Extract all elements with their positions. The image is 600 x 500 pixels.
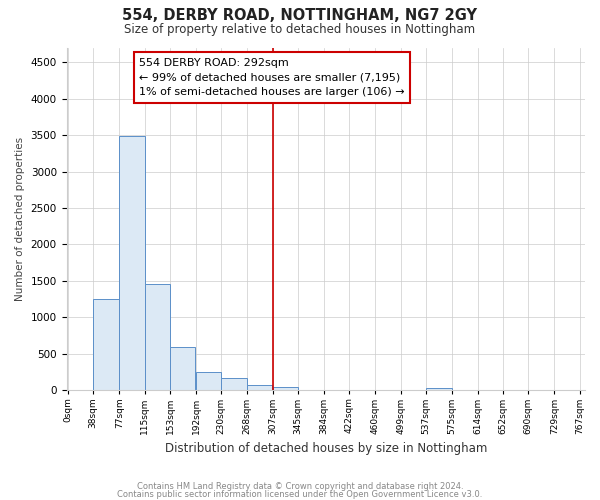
Text: Contains HM Land Registry data © Crown copyright and database right 2024.: Contains HM Land Registry data © Crown c… <box>137 482 463 491</box>
Text: 554 DERBY ROAD: 292sqm
← 99% of detached houses are smaller (7,195)
1% of semi-d: 554 DERBY ROAD: 292sqm ← 99% of detached… <box>139 58 405 98</box>
Text: 554, DERBY ROAD, NOTTINGHAM, NG7 2GY: 554, DERBY ROAD, NOTTINGHAM, NG7 2GY <box>122 8 478 22</box>
Bar <box>170 348 196 391</box>
Text: Contains public sector information licensed under the Open Government Licence v3: Contains public sector information licen… <box>118 490 482 499</box>
X-axis label: Distribution of detached houses by size in Nottingham: Distribution of detached houses by size … <box>164 442 487 455</box>
Y-axis label: Number of detached properties: Number of detached properties <box>15 137 25 301</box>
Bar <box>221 378 247 390</box>
Bar <box>119 136 145 390</box>
Bar <box>426 388 452 390</box>
Bar <box>196 372 221 390</box>
Text: Size of property relative to detached houses in Nottingham: Size of property relative to detached ho… <box>124 22 476 36</box>
Bar <box>247 384 272 390</box>
Bar <box>273 388 298 390</box>
Bar <box>93 299 119 390</box>
Bar <box>145 284 170 391</box>
